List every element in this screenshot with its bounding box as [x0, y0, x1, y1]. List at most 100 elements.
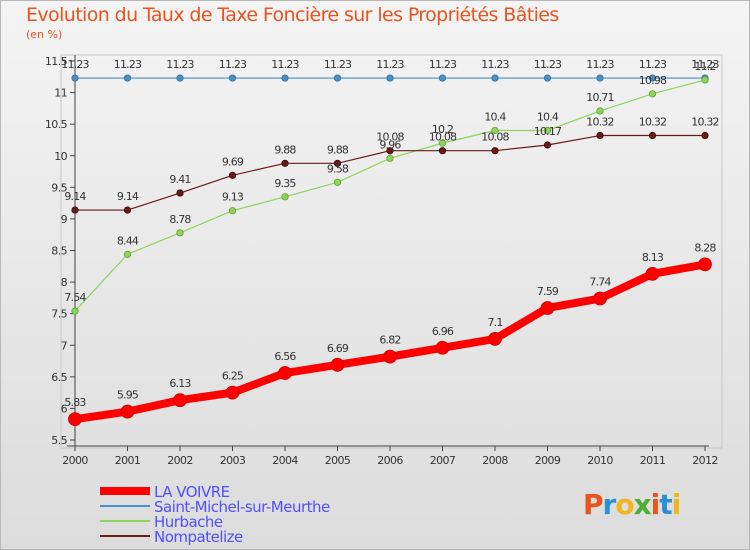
- data-label: 6.96: [432, 325, 454, 338]
- data-point: [438, 147, 447, 155]
- x-tick-label: 2011: [640, 454, 666, 467]
- data-point: [596, 107, 604, 115]
- legend-label: Hurbache: [154, 513, 223, 531]
- data-label: 11.23: [271, 58, 299, 71]
- data-point: [330, 357, 345, 372]
- y-tick-label: 10.5: [45, 118, 68, 131]
- y-tick-label: 10: [54, 150, 67, 163]
- data-label: 9.88: [327, 143, 349, 156]
- y-tick-label: 8: [61, 276, 68, 289]
- data-point: [228, 74, 237, 82]
- data-point: [701, 131, 709, 140]
- data-point: [228, 171, 237, 179]
- data-label: 9.41: [169, 173, 190, 186]
- data-label: 11.23: [376, 58, 404, 71]
- y-tick-label: 11.5: [45, 55, 68, 68]
- data-label: 7.59: [537, 285, 559, 298]
- x-tick-label: 2001: [115, 454, 141, 467]
- data-point: [543, 74, 552, 82]
- data-label: 9.14: [117, 190, 139, 203]
- legend-item: Saint-Michel-sur-Meurthe: [100, 498, 400, 516]
- y-tick-label: 7: [61, 339, 68, 352]
- data-point: [278, 366, 292, 380]
- proxiti-logo: Proxiti: [583, 488, 682, 521]
- data-point: [491, 126, 499, 135]
- x-tick-label: 2010: [587, 454, 613, 467]
- legend: LA VOIVRE Saint-Michel-sur-Meurthe Hurbach…: [100, 483, 400, 546]
- data-label: 10.4: [537, 110, 559, 123]
- data-point: [123, 74, 132, 82]
- x-tick-label: 2012: [692, 454, 718, 467]
- data-point: [543, 141, 552, 149]
- data-label: 11.23: [481, 58, 509, 71]
- data-label: 10.98: [639, 74, 667, 87]
- data-point: [386, 154, 394, 162]
- data-label: 9.35: [274, 177, 296, 190]
- data-point: [123, 206, 132, 214]
- data-point: [173, 393, 187, 408]
- x-tick-label: 2000: [62, 454, 88, 467]
- data-point: [176, 229, 184, 237]
- data-point: [281, 159, 289, 167]
- legend-label: Nompatelize: [154, 528, 243, 546]
- y-axis-unit: (en %): [26, 28, 63, 41]
- legend-swatch: [100, 535, 150, 537]
- data-point: [176, 189, 184, 197]
- data-point: [648, 74, 657, 82]
- data-label: 8.28: [694, 241, 716, 254]
- y-tick-label: 9: [61, 213, 68, 226]
- data-point: [543, 126, 552, 135]
- data-label: 5.83: [64, 396, 86, 409]
- x-tick-label: 2009: [535, 454, 561, 467]
- data-label: 6.13: [169, 377, 191, 390]
- data-label: 10.2: [432, 123, 453, 136]
- series-0: [68, 257, 712, 427]
- x-tick-label: 2003: [220, 454, 246, 467]
- logo-letter: i: [671, 488, 682, 521]
- logo-letter: x: [633, 488, 652, 521]
- data-label: 10.08: [481, 131, 509, 144]
- series-2: [71, 76, 709, 315]
- data-label: 10.32: [639, 116, 667, 129]
- data-point: [701, 76, 709, 84]
- data-point: [698, 257, 712, 272]
- data-label: 10.32: [691, 116, 719, 129]
- legend-item: Nompatelize: [100, 528, 400, 546]
- data-point: [383, 349, 397, 364]
- data-point: [123, 250, 132, 258]
- data-label: 9.13: [222, 191, 244, 204]
- data-point: [281, 193, 289, 201]
- data-label: 8.13: [642, 251, 664, 264]
- data-label: 10.71: [586, 91, 614, 104]
- data-label: 5.95: [117, 389, 139, 402]
- x-tick-label: 2008: [482, 454, 508, 467]
- data-point: [435, 340, 450, 355]
- logo-letter: t: [659, 488, 672, 521]
- data-label: 11.23: [61, 58, 89, 71]
- legend-swatch: [100, 520, 150, 522]
- y-tick-label: 11: [54, 87, 67, 100]
- series-1: [71, 74, 709, 82]
- data-point: [491, 74, 499, 82]
- data-label: 9.58: [327, 162, 349, 175]
- data-label: 10.17: [534, 125, 562, 138]
- data-point: [645, 266, 660, 281]
- data-point: [333, 159, 342, 167]
- legend-swatch: [100, 487, 150, 495]
- data-label: 7.54: [64, 291, 86, 304]
- data-point: [71, 74, 79, 82]
- legend-item: Hurbache: [100, 513, 400, 531]
- data-label: 7.74: [589, 276, 611, 289]
- x-tick-label: 2004: [272, 454, 298, 467]
- x-tick-label: 2007: [430, 454, 456, 467]
- data-label: 9.69: [222, 155, 244, 168]
- legend-item: LA VOIVRE: [100, 483, 400, 501]
- y-tick-label: 6: [61, 402, 68, 415]
- data-label: 10.4: [484, 110, 506, 123]
- data-label: 9.14: [64, 190, 86, 203]
- data-point: [593, 291, 607, 306]
- data-point: [438, 139, 447, 147]
- data-point: [68, 412, 82, 427]
